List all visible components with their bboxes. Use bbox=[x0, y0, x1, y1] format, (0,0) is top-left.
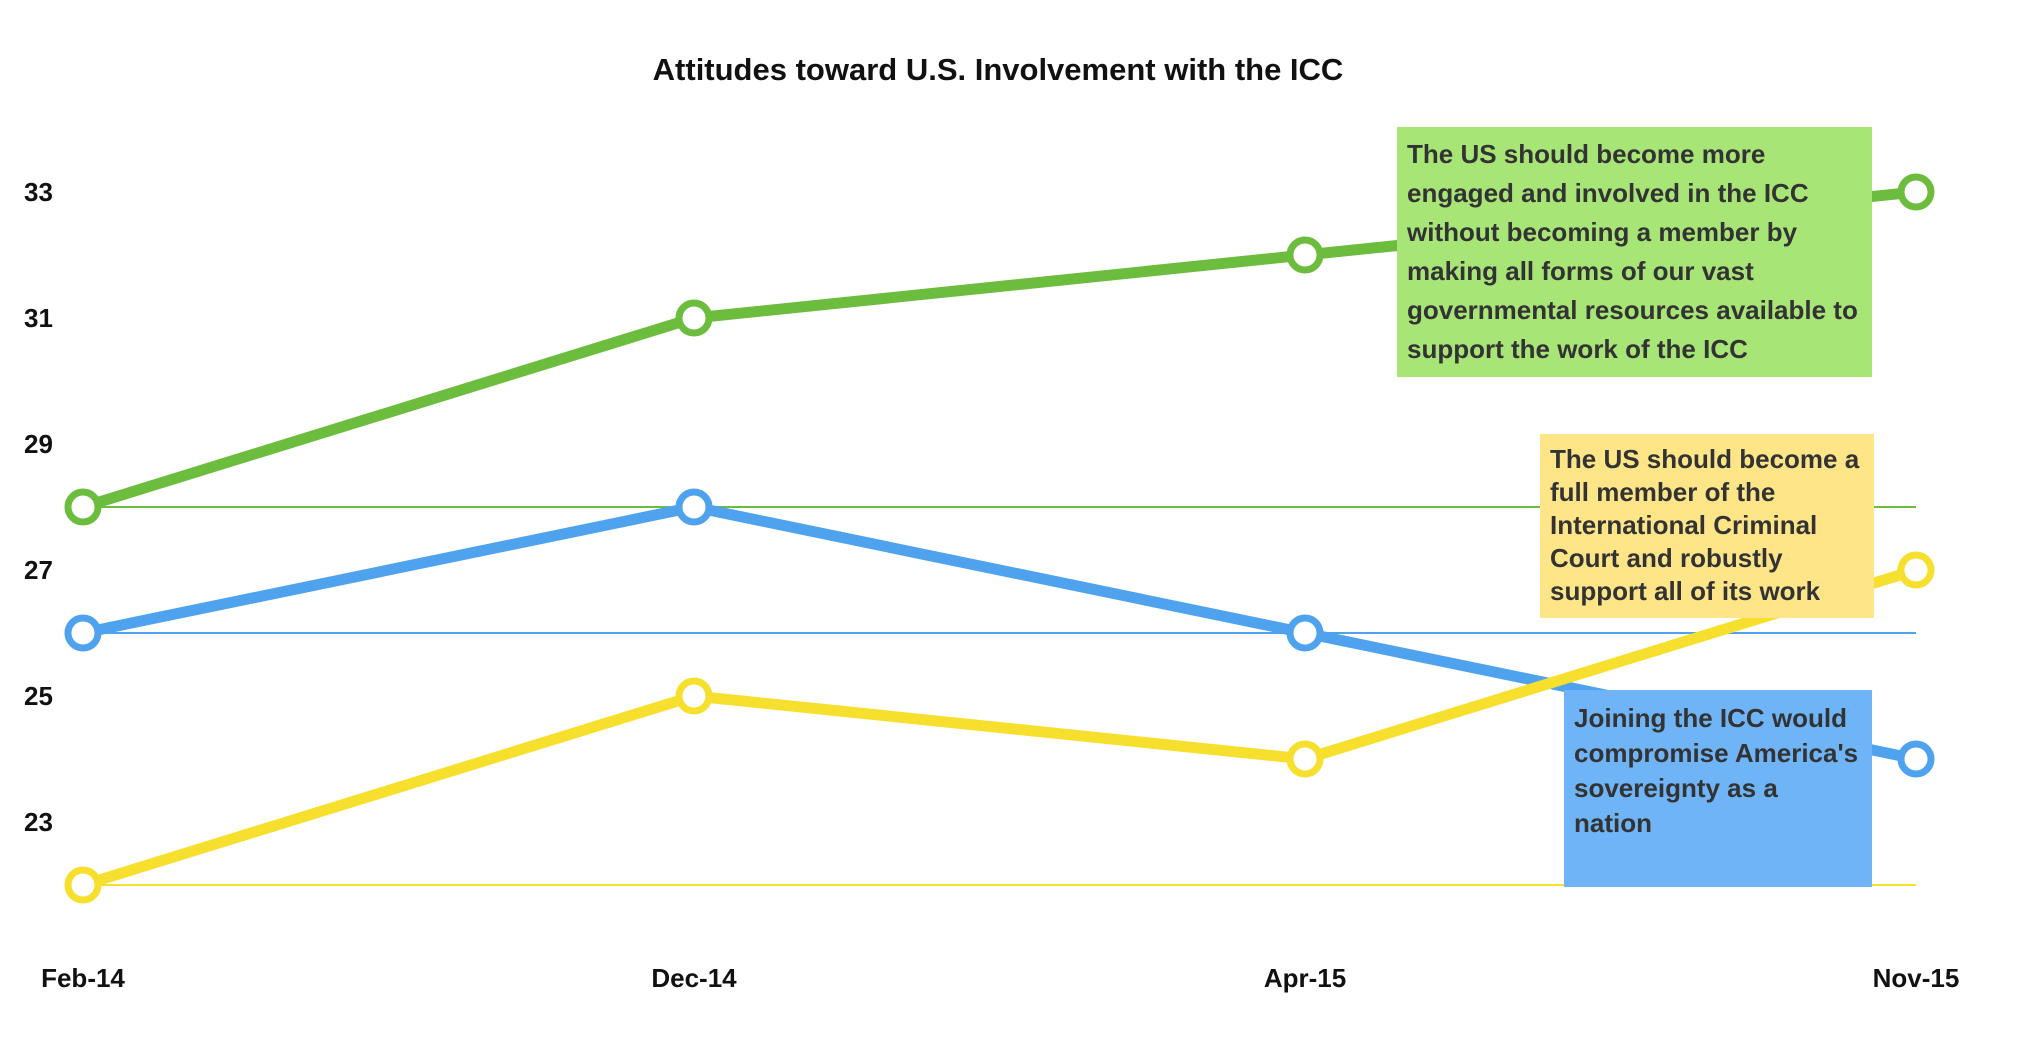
y-tick-label: 31 bbox=[24, 303, 53, 333]
x-tick-label: Dec-14 bbox=[651, 963, 737, 993]
annotation-blue: Joining the ICC would compromise America… bbox=[1564, 690, 1872, 887]
annotation-green: The US should become more engaged and in… bbox=[1397, 127, 1872, 377]
y-tick-label: 23 bbox=[24, 807, 53, 837]
data-point bbox=[675, 677, 713, 715]
series-line-2 bbox=[77, 564, 1922, 891]
data-point bbox=[1286, 236, 1324, 274]
x-tick-label: Apr-15 bbox=[1264, 963, 1346, 993]
y-tick-label: 27 bbox=[24, 555, 53, 585]
chart-title: Attitudes toward U.S. Involvement with t… bbox=[652, 52, 1344, 87]
data-point bbox=[1286, 614, 1324, 652]
y-tick-label: 25 bbox=[24, 681, 53, 711]
y-tick-label: 33 bbox=[24, 177, 53, 207]
data-point bbox=[64, 488, 102, 526]
data-point bbox=[675, 299, 713, 337]
data-point bbox=[1897, 551, 1935, 589]
data-point bbox=[675, 488, 713, 526]
x-tick-label: Feb-14 bbox=[41, 963, 125, 993]
data-point bbox=[64, 614, 102, 652]
annotation-yellow: The US should become a full member of th… bbox=[1540, 434, 1874, 618]
y-tick-label: 29 bbox=[24, 429, 53, 459]
data-point bbox=[1286, 740, 1324, 778]
data-point bbox=[64, 866, 102, 904]
data-point bbox=[1897, 173, 1935, 211]
data-point bbox=[1897, 740, 1935, 778]
x-tick-label: Nov-15 bbox=[1873, 963, 1960, 993]
